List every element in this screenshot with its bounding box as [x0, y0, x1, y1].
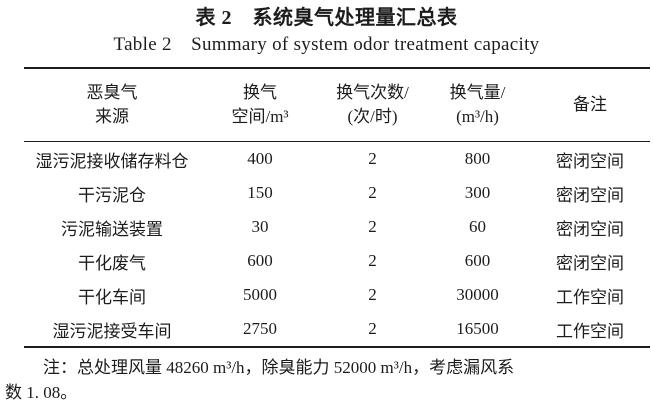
- table-cell: 30000: [456, 285, 499, 304]
- table-cell: 干化废气: [78, 253, 146, 273]
- table-row: 湿污泥接收储存料仓 400 2 800 密闭空间: [24, 142, 650, 177]
- header-line: 来源: [95, 107, 129, 126]
- table-cell: 30: [251, 217, 269, 236]
- table-cell: 湿污泥接受车间: [52, 321, 172, 341]
- table-cell: 2: [368, 183, 377, 202]
- table-body: 湿污泥接收储存料仓 400 2 800 密闭空间 干污泥仓 150 2 300 …: [24, 142, 650, 348]
- footnote-line: 数 1. 08。: [5, 383, 78, 402]
- table-cell: 150: [247, 183, 273, 202]
- table-header: 恶臭气 来源 换气 空间/m³ 换气次数/ (次/时): [24, 68, 650, 142]
- table-row: 污泥输送装置 30 2 60 密闭空间: [24, 210, 650, 244]
- table-cell: 2: [368, 217, 377, 236]
- table-cell: 干化车间: [78, 287, 146, 307]
- table-caption-zh: 表 2 系统臭气处理量汇总表: [195, 7, 458, 29]
- table-cell: 干污泥仓: [78, 185, 146, 205]
- header-line: 空间/m³: [231, 107, 289, 126]
- table-caption-en: Table 2 Summary of system odor treatment…: [113, 34, 540, 55]
- header-line: 换气: [243, 83, 277, 102]
- table-cell: 密闭空间: [556, 219, 624, 239]
- table-cell: 工作空间: [556, 321, 624, 341]
- header-line: (m³/h): [456, 107, 499, 126]
- header-line: 备注: [573, 95, 607, 114]
- table-cell: 工作空间: [556, 287, 624, 307]
- table-row: 湿污泥接受车间 2750 2 16500 工作空间: [24, 312, 650, 347]
- table-footnote: 注：总处理风量 48260 m³/h，除臭能力 52000 m³/h，考虑漏风系…: [5, 355, 647, 405]
- table-cell: 300: [464, 183, 491, 202]
- table-cell: 2750: [243, 319, 277, 338]
- table-cell: 密闭空间: [556, 151, 624, 171]
- header-row: 恶臭气 来源 换气 空间/m³ 换气次数/ (次/时): [24, 68, 650, 142]
- table-cell: 2: [368, 319, 377, 338]
- footnote-line: 注：总处理风量 48260 m³/h，除臭能力 52000 m³/h，考虑漏风系: [43, 358, 515, 377]
- header-line: 换气量/: [449, 83, 506, 102]
- odor-treatment-table: 恶臭气 来源 换气 空间/m³ 换气次数/ (次/时): [24, 67, 650, 348]
- table-cell: 湿污泥接收储存料仓: [35, 151, 189, 171]
- table-cell: 2: [368, 149, 377, 168]
- table-row: 干化废气 600 2 600 密闭空间: [24, 244, 650, 278]
- table-cell: 污泥输送装置: [61, 219, 163, 239]
- table-row: 干污泥仓 150 2 300 密闭空间: [24, 176, 650, 210]
- table-cell: 600: [464, 251, 491, 270]
- column-header-air-change-rate: 换气次数/ (次/时): [320, 68, 425, 142]
- table-row: 干化车间 5000 2 30000 工作空间: [24, 278, 650, 312]
- table-cell: 600: [247, 251, 273, 270]
- table-cell: 800: [464, 149, 491, 168]
- column-header-air-volume: 换气量/ (m³/h): [425, 68, 530, 142]
- table-cell: 密闭空间: [556, 185, 624, 205]
- column-header-odor-source: 恶臭气 来源: [24, 68, 200, 142]
- column-header-remarks: 备注: [530, 68, 650, 142]
- header-line: 恶臭气: [86, 83, 138, 102]
- table-cell: 2: [368, 285, 377, 304]
- column-header-ventilation-space: 换气 空间/m³: [200, 68, 320, 142]
- table-cell: 60: [469, 217, 486, 236]
- table-cell: 400: [247, 149, 273, 168]
- table-cell: 2: [368, 251, 377, 270]
- table-cell: 16500: [456, 319, 499, 338]
- table-cell: 5000: [243, 285, 277, 304]
- table-cell: 密闭空间: [556, 253, 624, 273]
- header-line: (次/时): [347, 107, 398, 126]
- header-line: 换气次数/: [336, 83, 409, 102]
